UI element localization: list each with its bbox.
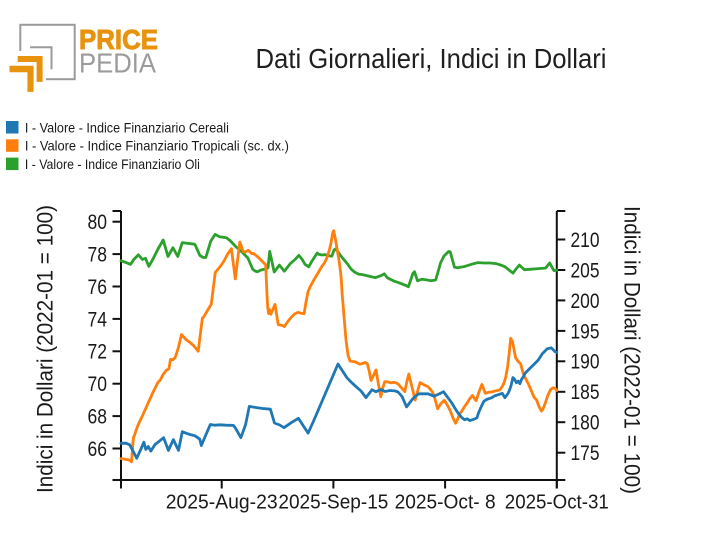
- svg-text:Indici in Dollari (2022-01 = 1: Indici in Dollari (2022-01 = 100): [620, 206, 645, 494]
- svg-text:2025-Aug-23: 2025-Aug-23: [166, 492, 278, 514]
- svg-text:PRICE: PRICE: [79, 24, 158, 55]
- svg-text:185: 185: [571, 381, 600, 404]
- svg-text:2025-Sep-15: 2025-Sep-15: [278, 492, 388, 514]
- svg-text:190: 190: [571, 351, 600, 374]
- svg-text:70: 70: [88, 373, 108, 396]
- svg-text:80: 80: [88, 211, 108, 234]
- svg-text:PEDIA: PEDIA: [79, 47, 156, 78]
- svg-text:205: 205: [571, 259, 600, 282]
- svg-text:180: 180: [571, 412, 600, 435]
- svg-text:200: 200: [571, 290, 600, 313]
- svg-text:175: 175: [571, 442, 600, 465]
- svg-text:74: 74: [88, 308, 108, 331]
- svg-text:68: 68: [88, 406, 108, 429]
- svg-text:78: 78: [88, 244, 108, 267]
- svg-text:210: 210: [571, 229, 600, 252]
- svg-text:2025-Oct- 8: 2025-Oct- 8: [395, 492, 496, 514]
- svg-text:76: 76: [88, 276, 108, 299]
- svg-text:I - Valore - Indice Finanziari: I - Valore - Indice Finanziario Oli: [25, 156, 200, 172]
- svg-text:Dati Giornalieri, Indici in Do: Dati Giornalieri, Indici in Dollari: [256, 43, 607, 74]
- svg-text:72: 72: [88, 341, 108, 364]
- svg-text:I - Valore - Indice Finanziari: I - Valore - Indice Finanziario Cereali: [25, 119, 229, 135]
- svg-text:66: 66: [88, 438, 108, 461]
- svg-text:2025-Oct-31: 2025-Oct-31: [505, 492, 609, 514]
- svg-text:Indici in Dollari (2022-01 = 1: Indici in Dollari (2022-01 = 100): [33, 205, 58, 493]
- svg-text:195: 195: [571, 320, 600, 343]
- svg-text:I - Valore - Indice Finanziari: I - Valore - Indice Finanziario Tropical…: [25, 138, 289, 154]
